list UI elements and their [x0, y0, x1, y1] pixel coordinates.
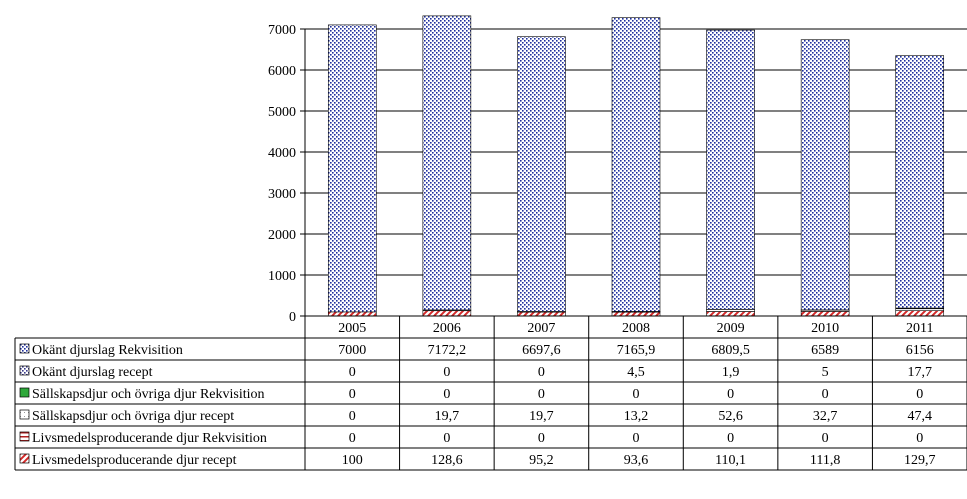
y-tick-label: 1000	[268, 269, 296, 284]
bar-segment	[517, 37, 565, 312]
data-label: 0	[727, 387, 734, 402]
data-label: 0	[633, 431, 640, 446]
data-label: 0	[822, 387, 829, 402]
legend-series-name: Okänt djurslag recept	[32, 365, 153, 380]
bar-segment	[801, 40, 849, 310]
data-label: 7172,2	[428, 343, 467, 358]
bar-segment	[896, 56, 944, 308]
legend-series-name: Livsmedelsproducerande djur recept	[32, 453, 237, 468]
bar-segment	[707, 30, 755, 309]
legend-series-name: Sällskapsdjur och övriga djur Rekvisitio…	[32, 387, 265, 402]
x-category-label: 2005	[338, 321, 366, 336]
data-label: 5	[822, 365, 829, 380]
bar-segment	[517, 312, 565, 316]
y-tick-label: 2000	[268, 228, 296, 243]
legend-swatch	[20, 454, 29, 463]
data-label: 19,7	[529, 409, 554, 424]
data-label: 52,6	[718, 409, 743, 424]
legend-series-name: Okänt djurslag Rekvisition	[32, 343, 183, 358]
data-label: 0	[538, 365, 545, 380]
y-axis-tick-labels: 0 1000 2000 3000 4000 5000 6000 7000	[268, 23, 305, 325]
data-label: 7165,9	[617, 343, 656, 358]
data-label: 111,8	[810, 453, 840, 468]
legend-series-name: Sällskapsdjur och övriga djur recept	[32, 409, 234, 424]
data-label: 95,2	[529, 453, 554, 468]
data-label: 110,1	[715, 453, 746, 468]
x-category-label: 2009	[717, 321, 745, 336]
x-category-label: 2006	[433, 321, 461, 336]
data-table: 2005 2006 2007 2008 2009 2010 2011 Okänt djursl…	[15, 316, 967, 470]
x-category-label: 2008	[622, 321, 650, 336]
bar-segment	[896, 311, 944, 316]
bar-segment	[612, 18, 660, 312]
data-label: 0	[443, 387, 450, 402]
data-label: 0	[633, 387, 640, 402]
x-category-label: 2010	[811, 321, 839, 336]
data-label: 0	[349, 431, 356, 446]
data-label: 13,2	[624, 409, 649, 424]
data-label: 17,7	[907, 365, 932, 380]
y-tick-label: 6000	[268, 64, 296, 79]
y-tick-label: 5000	[268, 105, 296, 120]
data-label: 19,7	[435, 409, 460, 424]
data-label: 6697,6	[522, 343, 561, 358]
bar-segment	[707, 309, 755, 311]
bar-segment	[612, 312, 660, 316]
legend-swatch	[20, 388, 29, 397]
data-label: 0	[538, 387, 545, 402]
data-label: 4,5	[627, 365, 645, 380]
data-label: 6589	[811, 343, 839, 358]
bar-segment	[707, 311, 755, 316]
bar-segment	[328, 25, 376, 312]
legend-swatch	[20, 344, 29, 353]
y-tick-label: 7000	[268, 23, 296, 38]
data-label: 6156	[906, 343, 934, 358]
data-label: 32,7	[813, 409, 838, 424]
data-label: 7000	[338, 343, 366, 358]
bars	[328, 16, 943, 316]
data-label: 93,6	[624, 453, 649, 468]
legend-series-name: Livsmedelsproducerande djur Rekvisition	[32, 431, 267, 446]
data-label: 0	[822, 431, 829, 446]
data-label: 0	[349, 365, 356, 380]
bar-segment	[423, 311, 471, 316]
x-category-label: 2007	[527, 321, 555, 336]
bar-segment	[801, 311, 849, 316]
data-label: 0	[538, 431, 545, 446]
data-label: 0	[349, 409, 356, 424]
x-category-label: 2011	[906, 321, 933, 336]
data-label: 6809,5	[711, 343, 750, 358]
legend-swatch	[20, 366, 29, 375]
data-label: 47,4	[907, 409, 932, 424]
data-label: 0	[727, 431, 734, 446]
data-label: 100	[342, 453, 363, 468]
legend-swatch	[20, 410, 29, 419]
data-label: 0	[349, 387, 356, 402]
data-label: 1,9	[722, 365, 740, 380]
data-label: 128,6	[431, 453, 463, 468]
bar-segment	[328, 312, 376, 316]
data-label: 0	[443, 431, 450, 446]
data-label: 0	[916, 431, 923, 446]
data-label: 0	[916, 387, 923, 402]
y-tick-label: 4000	[268, 146, 296, 161]
legend-swatch	[20, 432, 29, 441]
data-label: 0	[443, 365, 450, 380]
data-label: 129,7	[904, 453, 936, 468]
bar-segment	[423, 16, 471, 310]
y-tick-label: 3000	[268, 187, 296, 202]
y-tick-label: 0	[289, 310, 296, 325]
